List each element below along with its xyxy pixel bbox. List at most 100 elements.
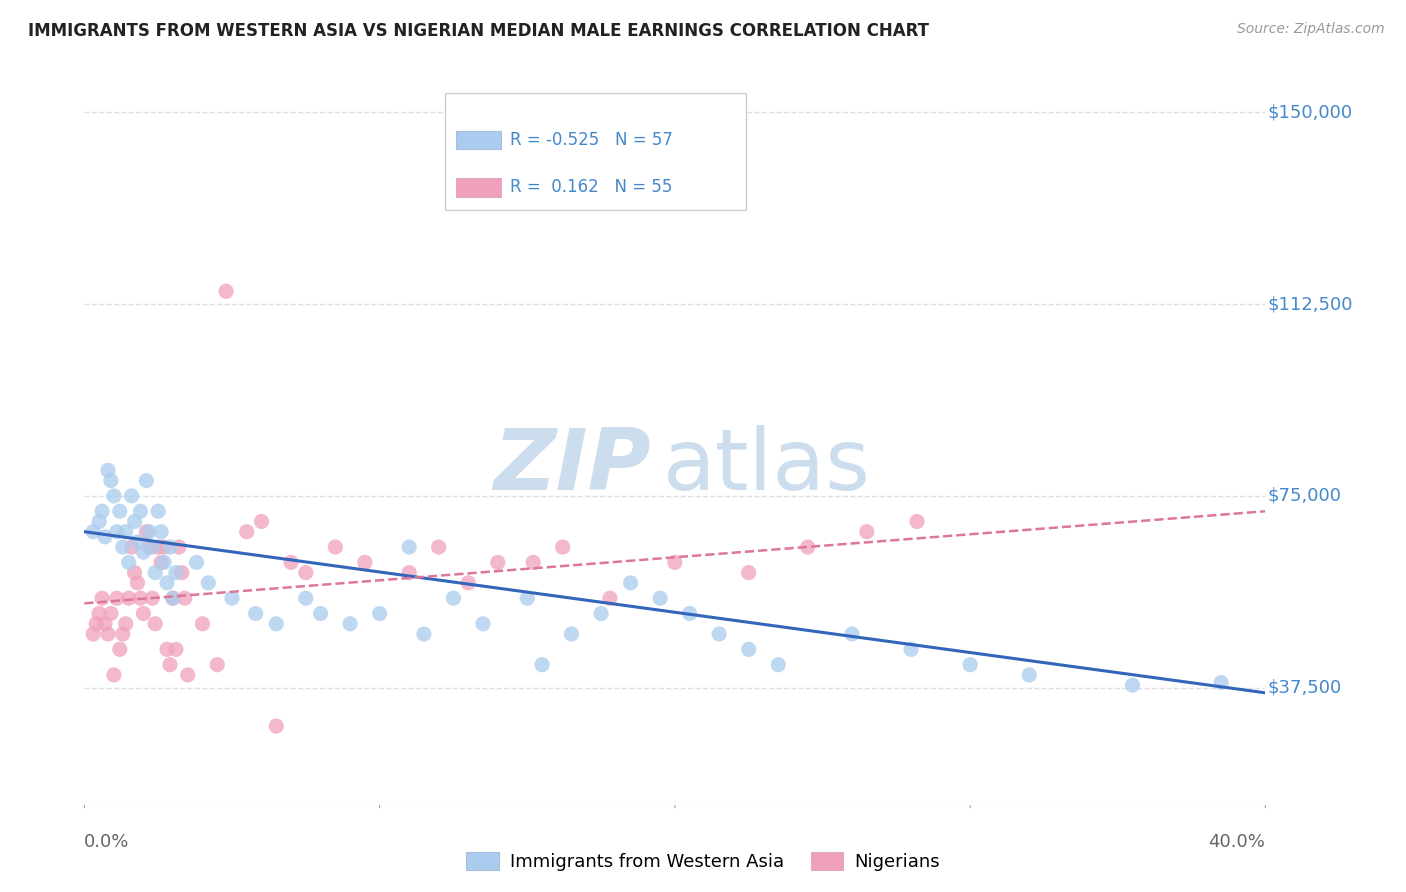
- Point: [413, 627, 436, 641]
- Point: [170, 566, 193, 580]
- Point: [132, 607, 155, 621]
- Point: [108, 642, 131, 657]
- Point: [103, 489, 125, 503]
- Point: [266, 719, 288, 733]
- Point: [121, 540, 143, 554]
- Point: [118, 591, 141, 606]
- Point: [143, 566, 166, 580]
- Point: [138, 540, 160, 554]
- Point: [551, 540, 574, 554]
- Point: [457, 575, 479, 590]
- Text: 40.0%: 40.0%: [1209, 833, 1265, 852]
- Point: [186, 555, 208, 569]
- Point: [1018, 668, 1040, 682]
- Point: [738, 642, 761, 657]
- Point: [295, 566, 318, 580]
- Point: [905, 515, 928, 529]
- Point: [150, 524, 173, 539]
- Point: [398, 566, 420, 580]
- Point: [135, 524, 157, 539]
- Point: [143, 616, 166, 631]
- Point: [368, 607, 391, 621]
- FancyBboxPatch shape: [457, 178, 501, 196]
- Point: [105, 591, 128, 606]
- Text: $112,500: $112,500: [1268, 295, 1353, 313]
- Point: [165, 642, 187, 657]
- Point: [87, 607, 111, 621]
- Point: [856, 524, 879, 539]
- Point: [709, 627, 731, 641]
- Point: [900, 642, 922, 657]
- Point: [266, 616, 288, 631]
- Point: [94, 530, 117, 544]
- Point: [599, 591, 621, 606]
- Point: [561, 627, 583, 641]
- Point: [679, 607, 702, 621]
- Point: [127, 535, 149, 549]
- Point: [156, 575, 179, 590]
- Point: [177, 668, 200, 682]
- Point: [650, 591, 672, 606]
- Text: Source: ZipAtlas.com: Source: ZipAtlas.com: [1237, 22, 1385, 37]
- Point: [280, 555, 302, 569]
- Point: [148, 504, 170, 518]
- FancyBboxPatch shape: [457, 131, 501, 149]
- Point: [100, 474, 122, 488]
- Point: [167, 540, 190, 554]
- Point: [127, 575, 149, 590]
- Text: $150,000: $150,000: [1268, 103, 1353, 121]
- Point: [159, 657, 181, 672]
- Point: [797, 540, 820, 554]
- Point: [768, 657, 790, 672]
- Point: [82, 627, 104, 641]
- Text: ZIP: ZIP: [494, 425, 651, 508]
- Text: $37,500: $37,500: [1268, 679, 1341, 697]
- Point: [135, 474, 157, 488]
- Point: [153, 540, 176, 554]
- Point: [959, 657, 981, 672]
- Point: [339, 616, 361, 631]
- Point: [236, 524, 259, 539]
- Point: [100, 607, 122, 621]
- Point: [91, 504, 114, 518]
- Point: [738, 566, 761, 580]
- Point: [103, 668, 125, 682]
- Point: [108, 504, 131, 518]
- FancyBboxPatch shape: [444, 94, 745, 211]
- Point: [118, 555, 141, 569]
- Point: [159, 540, 181, 554]
- Point: [129, 504, 152, 518]
- Text: IMMIGRANTS FROM WESTERN ASIA VS NIGERIAN MEDIAN MALE EARNINGS CORRELATION CHART: IMMIGRANTS FROM WESTERN ASIA VS NIGERIAN…: [28, 22, 929, 40]
- Point: [591, 607, 613, 621]
- Point: [295, 591, 318, 606]
- Point: [105, 524, 128, 539]
- Point: [427, 540, 450, 554]
- Point: [354, 555, 377, 569]
- Point: [197, 575, 219, 590]
- Point: [841, 627, 863, 641]
- Point: [97, 627, 120, 641]
- Point: [148, 540, 170, 554]
- Point: [207, 657, 229, 672]
- Point: [620, 575, 643, 590]
- Point: [121, 489, 143, 503]
- Text: R = -0.525   N = 57: R = -0.525 N = 57: [510, 131, 673, 149]
- Text: $75,000: $75,000: [1268, 487, 1341, 505]
- Point: [250, 515, 273, 529]
- Point: [82, 524, 104, 539]
- Point: [309, 607, 332, 621]
- Point: [114, 524, 136, 539]
- Point: [162, 591, 184, 606]
- Point: [84, 616, 107, 631]
- Point: [141, 591, 163, 606]
- Point: [132, 545, 155, 559]
- Point: [124, 515, 146, 529]
- Point: [129, 591, 152, 606]
- Point: [531, 657, 554, 672]
- Point: [516, 591, 538, 606]
- Point: [156, 642, 179, 657]
- Point: [162, 591, 184, 606]
- Point: [138, 524, 160, 539]
- Point: [141, 540, 163, 554]
- Point: [153, 555, 176, 569]
